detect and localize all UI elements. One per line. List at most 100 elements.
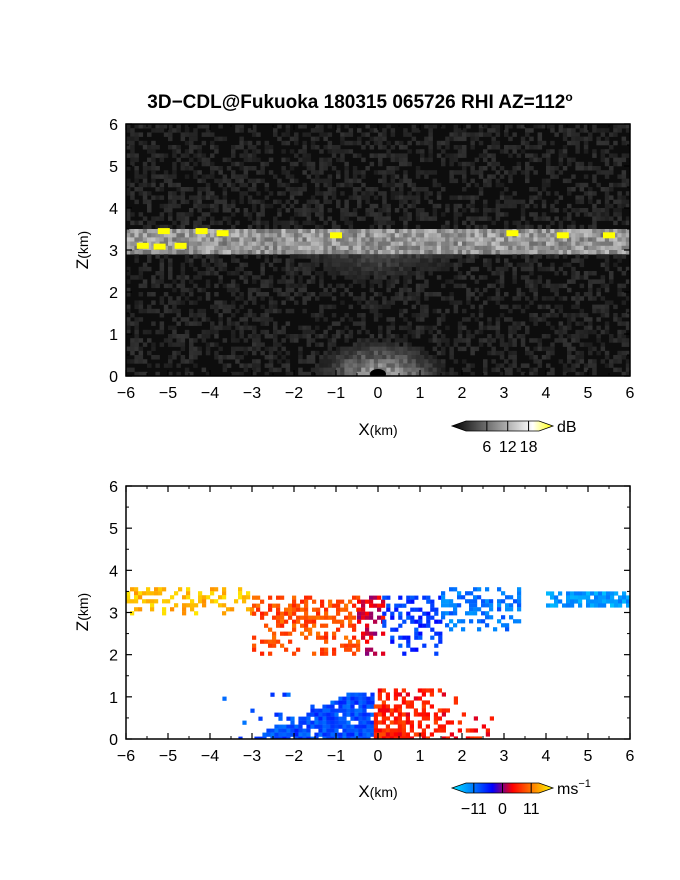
velocity-cell xyxy=(294,736,299,739)
velocity-cell xyxy=(398,643,403,648)
reflectivity-cell xyxy=(294,140,299,146)
reflectivity-cell xyxy=(529,300,534,305)
reflectivity-cell xyxy=(621,292,627,297)
reflectivity-cell xyxy=(495,266,501,272)
velocity-cell xyxy=(256,595,261,600)
reflectivity-cell xyxy=(373,308,379,314)
reflectivity-cell xyxy=(403,283,408,289)
reflectivity-cell xyxy=(453,145,459,150)
reflectivity-cell xyxy=(441,266,446,272)
reflectivity-cell xyxy=(327,182,333,188)
reflectivity-cell xyxy=(583,250,589,255)
reflectivity-cell xyxy=(449,371,454,376)
reflectivity-cell xyxy=(315,363,320,368)
reflectivity-cell xyxy=(415,191,421,196)
velocity-cell xyxy=(357,611,362,616)
reflectivity-cell xyxy=(256,132,261,137)
reflectivity-cell xyxy=(617,174,622,179)
reflectivity-cell xyxy=(176,300,181,305)
reflectivity-cell xyxy=(205,124,211,129)
reflectivity-cell xyxy=(151,128,156,133)
velocity-cell xyxy=(338,724,343,729)
velocity-cell xyxy=(330,720,335,725)
reflectivity-cell xyxy=(184,132,190,137)
reflectivity-cell xyxy=(235,174,240,179)
reflectivity-cell xyxy=(453,233,459,238)
velocity-cell xyxy=(578,603,583,608)
reflectivity-cell xyxy=(567,203,572,209)
reflectivity-cell xyxy=(575,229,580,234)
reflectivity-cell xyxy=(449,174,454,179)
velocity-cell xyxy=(348,639,353,644)
reflectivity-cell xyxy=(571,313,576,318)
reflectivity-cell xyxy=(147,363,152,368)
velocity-cell xyxy=(198,599,203,604)
reflectivity-cell xyxy=(151,308,156,314)
velocity-cell xyxy=(381,599,386,604)
reflectivity-cell xyxy=(537,132,543,137)
reflectivity-cell xyxy=(281,245,286,251)
reflectivity-cell xyxy=(323,329,328,335)
reflectivity-cell xyxy=(499,334,505,339)
reflectivity-cell xyxy=(151,292,156,297)
velocity-cell xyxy=(370,696,375,701)
reflectivity-cell xyxy=(386,338,391,343)
reflectivity-cell xyxy=(453,136,459,142)
velocity-cell xyxy=(401,736,406,739)
reflectivity-cell xyxy=(142,342,148,347)
reflectivity-cell xyxy=(483,182,488,188)
reflectivity-cell xyxy=(142,216,148,221)
velocity-cell xyxy=(421,712,426,717)
reflectivity-cell xyxy=(546,170,551,175)
reflectivity-cell xyxy=(512,254,517,259)
reflectivity-cell xyxy=(201,317,207,322)
reflectivity-cell xyxy=(352,191,358,196)
reflectivity-y-tick-label: 1 xyxy=(109,327,118,344)
reflectivity-cell xyxy=(596,254,601,259)
reflectivity-cell xyxy=(592,178,597,184)
reflectivity-cell xyxy=(462,325,467,331)
velocity-cell xyxy=(162,599,167,604)
reflectivity-cell xyxy=(525,275,530,280)
reflectivity-cell xyxy=(424,124,429,129)
reflectivity-cell xyxy=(453,338,459,343)
reflectivity-cell xyxy=(609,279,614,284)
reflectivity-cell xyxy=(520,199,526,205)
velocity-cell xyxy=(477,736,482,739)
reflectivity-cell xyxy=(369,334,375,339)
velocity-cell xyxy=(437,688,442,693)
reflectivity-cell xyxy=(399,229,404,234)
reflectivity-cell xyxy=(575,359,580,364)
reflectivity-cell xyxy=(218,266,223,272)
velocity-cell xyxy=(414,647,419,652)
reflectivity-cell xyxy=(273,250,278,255)
velocity-cell xyxy=(308,619,313,624)
velocity-cell xyxy=(346,700,351,705)
reflectivity-cell xyxy=(147,199,152,205)
reflectivity-cell xyxy=(407,363,412,368)
reflectivity-cell xyxy=(134,304,139,310)
reflectivity-cell xyxy=(567,132,572,137)
reflectivity-cell xyxy=(239,199,244,205)
reflectivity-cell xyxy=(495,170,501,175)
reflectivity-cell xyxy=(457,254,463,259)
reflectivity-cell xyxy=(273,334,278,339)
reflectivity-cell xyxy=(189,245,194,251)
reflectivity-cell xyxy=(499,275,505,280)
reflectivity-peak-cell xyxy=(506,230,519,237)
reflectivity-cell xyxy=(231,187,236,192)
reflectivity-cell xyxy=(264,346,270,352)
reflectivity-cell xyxy=(210,203,215,209)
reflectivity-cell xyxy=(525,250,530,255)
reflectivity-cell xyxy=(466,254,471,259)
reflectivity-cell xyxy=(512,149,517,154)
reflectivity-cell xyxy=(378,157,383,163)
reflectivity-cell xyxy=(201,157,207,163)
reflectivity-cell xyxy=(163,283,169,289)
velocity-cell xyxy=(417,712,422,717)
reflectivity-cell xyxy=(357,233,362,238)
reflectivity-cell xyxy=(369,229,375,234)
reflectivity-cell xyxy=(268,283,274,289)
reflectivity-cell xyxy=(340,258,345,263)
reflectivity-cell xyxy=(281,220,286,226)
